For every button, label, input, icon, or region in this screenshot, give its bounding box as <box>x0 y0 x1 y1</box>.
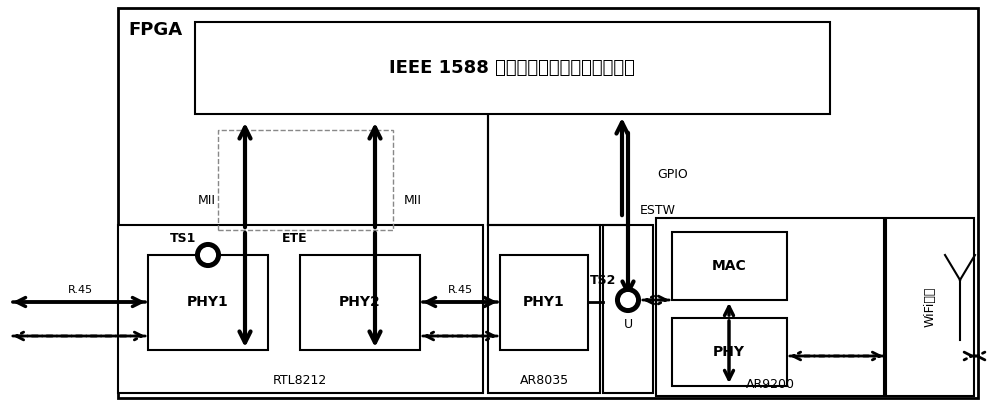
Circle shape <box>201 248 215 262</box>
Bar <box>500 255 588 350</box>
Bar <box>672 232 787 300</box>
Bar <box>218 130 393 230</box>
Bar <box>118 225 483 393</box>
Text: TS2: TS2 <box>590 273 616 286</box>
Text: C
P
U: C P U <box>623 288 633 330</box>
Bar <box>656 218 884 396</box>
Text: TS1: TS1 <box>170 232 196 245</box>
Circle shape <box>616 288 640 312</box>
Text: GPIO: GPIO <box>657 168 688 181</box>
Text: IEEE 1588 报文驻留时间检测和补偿模块: IEEE 1588 报文驻留时间检测和补偿模块 <box>389 59 635 77</box>
Text: PHY1: PHY1 <box>523 295 565 309</box>
Text: RTL8212: RTL8212 <box>273 375 327 388</box>
Text: ESTW: ESTW <box>640 203 676 217</box>
Bar <box>488 225 600 393</box>
Text: PHY1: PHY1 <box>187 295 229 309</box>
Bar <box>148 255 268 350</box>
Text: PHY2: PHY2 <box>339 295 381 309</box>
Bar <box>195 22 830 114</box>
Bar <box>118 8 978 398</box>
Text: ETE: ETE <box>282 232 308 245</box>
Text: MII: MII <box>404 194 422 207</box>
Text: AR9200: AR9200 <box>746 377 794 390</box>
Text: R.45: R.45 <box>67 285 93 295</box>
Text: MII: MII <box>198 194 216 207</box>
Text: AR8035: AR8035 <box>519 375 569 388</box>
Text: PHY: PHY <box>713 345 745 359</box>
Text: FPGA: FPGA <box>128 21 182 39</box>
Text: WiFi芯片: WiFi芯片 <box>924 287 936 327</box>
Bar <box>672 318 787 386</box>
Bar <box>603 225 653 393</box>
Text: R.45: R.45 <box>447 285 473 295</box>
Circle shape <box>621 293 635 307</box>
Bar <box>300 255 420 350</box>
Bar <box>886 218 974 396</box>
Circle shape <box>196 243 220 267</box>
Text: MAC: MAC <box>712 259 746 273</box>
